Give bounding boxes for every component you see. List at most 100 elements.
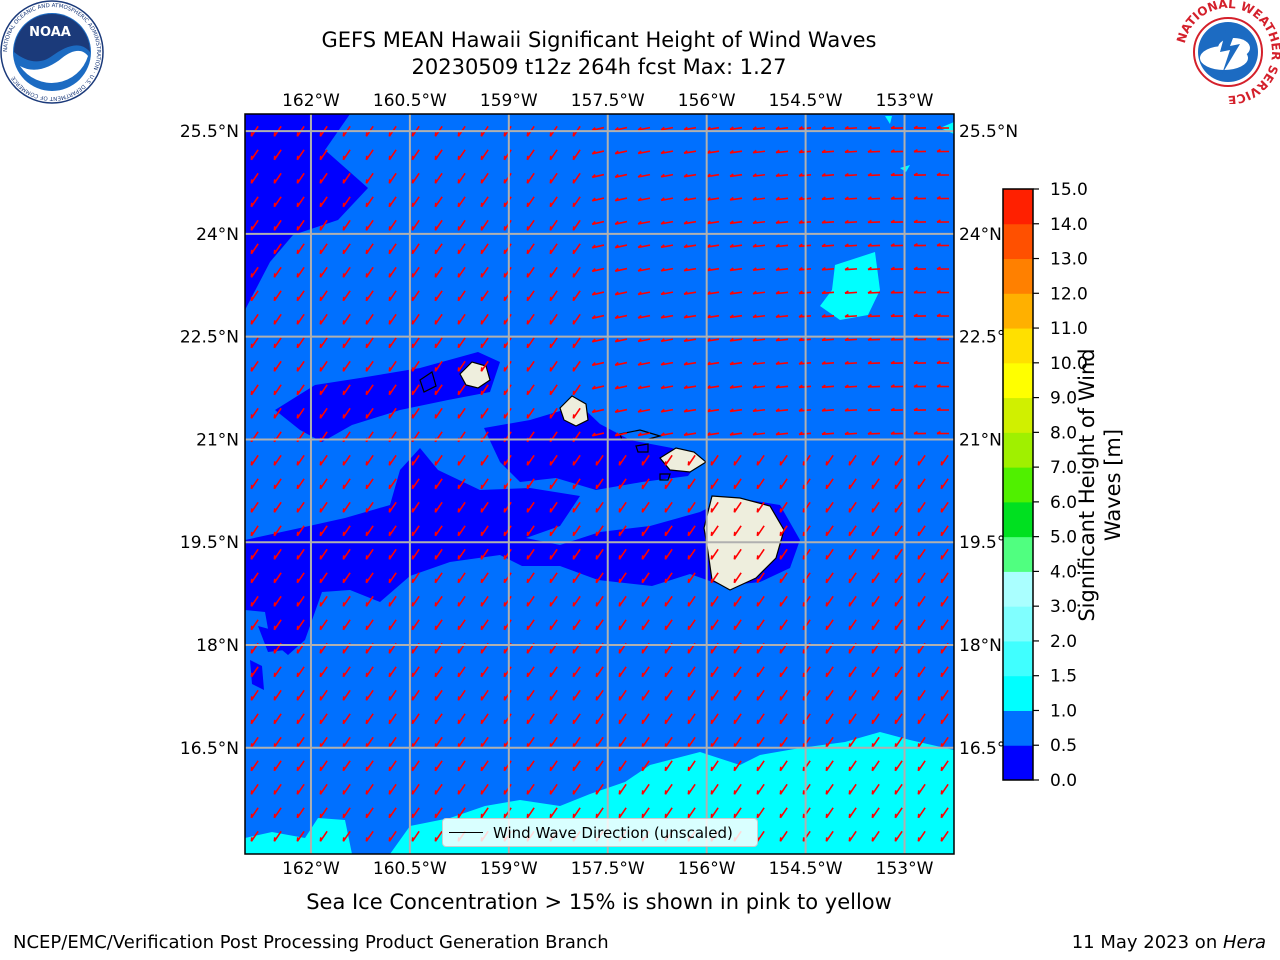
- wave-direction-arrow: [592, 361, 605, 367]
- wave-direction-arrow: [549, 572, 558, 584]
- wave-direction-arrow: [296, 595, 305, 607]
- colorbar-segment: [1003, 606, 1033, 642]
- wave-direction-arrow: [802, 783, 811, 795]
- wave-direction-arrowhead: [591, 244, 596, 249]
- wave-direction-arrow: [250, 713, 259, 725]
- lon-tick-label: 160.5°W: [373, 91, 447, 111]
- wave-direction-arrow: [802, 713, 811, 725]
- wave-direction-arrow: [480, 360, 489, 372]
- wave-direction-arrow: [618, 760, 627, 772]
- wave-direction-arrow: [273, 807, 282, 819]
- wave-direction-arrow: [733, 736, 742, 748]
- wave-direction-arrow: [319, 501, 328, 513]
- wave-direction-arrow: [411, 525, 420, 537]
- wave-direction-arrow: [710, 760, 719, 772]
- wave-direction-arrow: [250, 196, 259, 208]
- wave-direction-arrow: [641, 478, 650, 490]
- wave-direction-arrow: [592, 220, 605, 226]
- wave-direction-arrow: [752, 267, 766, 272]
- wave-direction-arrow: [319, 713, 328, 725]
- wave-direction-arrowhead: [752, 431, 757, 436]
- wave-direction-arrow: [480, 783, 489, 795]
- wave-direction-arrow: [549, 290, 558, 302]
- wave-direction-arrow: [480, 525, 489, 537]
- wave-direction-arrow: [641, 525, 650, 537]
- wave-direction-arrow: [710, 595, 719, 607]
- wave-direction-arrow: [687, 595, 696, 607]
- wave-direction-arrowhead: [798, 384, 803, 389]
- wave-direction-arrow: [894, 783, 903, 795]
- wave-direction-arrow: [480, 760, 489, 772]
- wave-direction-arrow: [296, 760, 305, 772]
- wave-direction-arrow: [319, 384, 328, 396]
- wave-direction-arrow: [549, 548, 558, 560]
- wave-direction-arrow: [273, 783, 282, 795]
- wave-direction-arrowhead: [591, 409, 596, 413]
- wave-direction-arrow: [411, 736, 420, 748]
- wave-direction-arrow: [615, 244, 628, 249]
- wave-direction-arrow: [615, 432, 628, 437]
- wave-direction-arrow: [503, 525, 512, 537]
- wave-direction-arrowhead: [867, 266, 872, 271]
- wave-direction-arrowhead: [844, 196, 849, 200]
- wind-wave-arrows: [250, 125, 950, 842]
- wave-direction-arrowhead: [913, 196, 918, 200]
- wave-direction-arrow: [752, 126, 766, 131]
- wave-direction-arrowhead: [775, 384, 780, 389]
- wave-direction-arrow: [710, 689, 719, 701]
- wave-direction-arrow: [434, 713, 443, 725]
- wave-direction-arrow: [319, 266, 328, 278]
- wave-direction-arrow: [687, 689, 696, 701]
- wave-direction-arrowhead: [775, 314, 780, 318]
- wave-direction-arrow: [871, 595, 880, 607]
- wave-direction-arrow: [388, 501, 397, 513]
- wave-direction-arrow: [848, 525, 857, 537]
- wave-direction-arrow: [526, 219, 535, 231]
- wave-direction-arrow: [572, 196, 581, 208]
- wave-direction-arrow: [756, 454, 765, 466]
- wave-direction-arrowhead: [614, 220, 619, 225]
- wave-direction-arrow: [319, 290, 328, 302]
- wave-direction-arrow: [388, 619, 397, 631]
- wave-direction-arrow: [457, 290, 466, 302]
- wave-direction-arrow: [592, 432, 605, 437]
- wave-direction-arrow: [641, 807, 650, 819]
- wave-direction-arrow: [457, 478, 466, 490]
- wave-direction-arrow: [917, 548, 926, 560]
- wave-direction-arrow: [733, 666, 742, 678]
- wave-direction-arrow: [641, 454, 650, 466]
- wave-direction-arrow: [388, 360, 397, 372]
- wave-direction-arrow: [273, 736, 282, 748]
- wave-direction-arrow: [526, 454, 535, 466]
- wave-direction-arrowhead: [683, 150, 688, 154]
- wave-direction-arrow: [595, 572, 604, 584]
- wave-direction-arrow: [618, 454, 627, 466]
- wave-direction-arrowhead: [775, 267, 780, 271]
- wave-direction-arrowhead: [775, 361, 780, 365]
- wave-direction-arrow: [526, 736, 535, 748]
- wave-direction-arrow: [756, 830, 765, 842]
- wave-direction-arrow: [940, 666, 949, 678]
- wave-direction-arrowhead: [936, 336, 941, 341]
- wave-direction-arrow: [572, 384, 581, 396]
- wave-direction-arrow: [825, 713, 834, 725]
- noaa-logo: NOAA NATIONAL OCEANIC AND ATMOSPHERIC AD…: [0, 0, 104, 104]
- wave-direction-arrowhead: [775, 126, 780, 130]
- wave-direction-arrow: [848, 501, 857, 513]
- wave-direction-arrow: [706, 197, 720, 201]
- wave-direction-arrow: [661, 244, 674, 249]
- wave-direction-arrow: [434, 290, 443, 302]
- wave-direction-arrow: [706, 220, 720, 225]
- wave-direction-arrow: [480, 713, 489, 725]
- wave-direction-arrow: [618, 713, 627, 725]
- lat-tick-label: 18°N: [196, 636, 239, 656]
- wave-direction-arrow: [733, 807, 742, 819]
- wave-direction-arrow: [756, 572, 765, 584]
- wave-direction-arrow: [894, 525, 903, 537]
- wave-direction-arrow: [250, 384, 259, 396]
- wave-direction-arrow: [503, 689, 512, 701]
- wave-direction-arrow: [756, 713, 765, 725]
- wave-direction-arrow: [684, 173, 697, 178]
- wave-direction-arrow: [411, 501, 420, 513]
- lon-tick-label: 159°W: [480, 91, 538, 111]
